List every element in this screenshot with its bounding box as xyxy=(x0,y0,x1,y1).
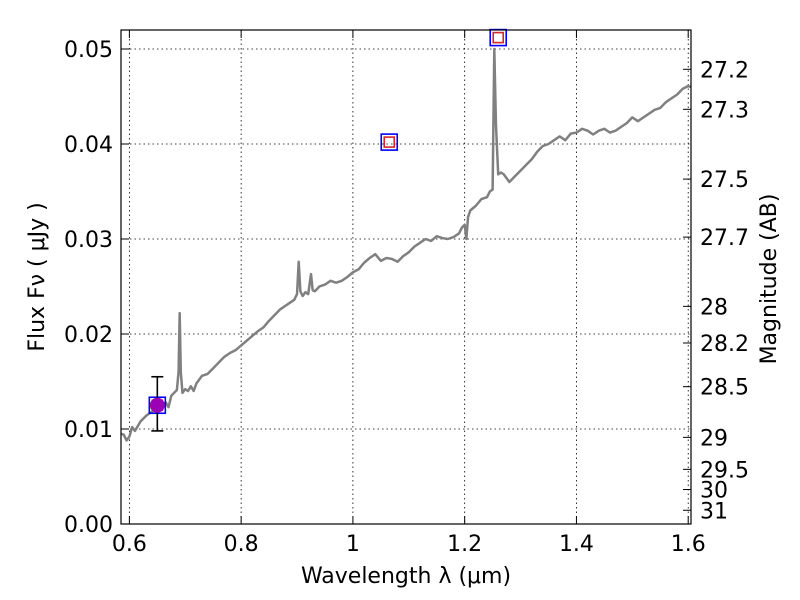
photometry-box xyxy=(380,133,399,151)
magnitude-tick-label: 27.2 xyxy=(700,58,749,83)
y-tick-label: 0.01 xyxy=(64,418,113,443)
x-tick-label: 0.6 xyxy=(112,532,147,557)
magnitude-tick-label: 31 xyxy=(700,499,728,524)
axes-frame xyxy=(120,29,692,525)
magnitude-tick-label: 30 xyxy=(700,479,728,504)
photometry-box xyxy=(383,136,396,148)
magnitude-tick-label: 29 xyxy=(700,426,728,451)
y-tick-label: 0.04 xyxy=(64,133,113,158)
magnitude-tick-label: 27.7 xyxy=(700,226,749,251)
magnitude-tick-label: 29.5 xyxy=(700,458,749,483)
plot-area xyxy=(121,28,691,442)
x-tick-label: 1.4 xyxy=(559,532,594,557)
y-tick-label: 0.05 xyxy=(64,38,113,63)
y-tick-label: 0.02 xyxy=(64,323,113,348)
magnitude-tick-label: 28 xyxy=(700,295,728,320)
magnitude-tick-label: 27.5 xyxy=(700,168,749,193)
magnitude-tick-label: 28.5 xyxy=(700,376,749,401)
photometry-box xyxy=(492,31,505,44)
magnitude-axis-label: Magnitude (AB) xyxy=(757,194,782,365)
y-tick-label: 0.03 xyxy=(64,228,113,253)
y-axis-label: Flux Fν ( μJy ) xyxy=(25,202,50,351)
x-axis-label: Wavelength λ (μm) xyxy=(301,564,511,589)
x-tick-label: 1.6 xyxy=(671,532,706,557)
x-tick-label: 1 xyxy=(346,532,360,557)
magnitude-tick-label: 28.2 xyxy=(700,332,749,357)
y-tick-label: 0.00 xyxy=(64,513,113,538)
magnitude-tick-label: 27.3 xyxy=(700,98,749,123)
x-tick-label: 0.8 xyxy=(224,532,259,557)
measured-point xyxy=(149,397,165,413)
plot-clip-group xyxy=(121,47,691,442)
x-tick-label: 1.2 xyxy=(447,532,482,557)
gridlines xyxy=(121,30,691,525)
spectrum-line xyxy=(121,47,691,442)
axis-ticks: 0.6 0.8 1 1.2 1.4 1.6 0.00 0.01 0.02 0.03 0.04 0.05… xyxy=(64,30,749,557)
